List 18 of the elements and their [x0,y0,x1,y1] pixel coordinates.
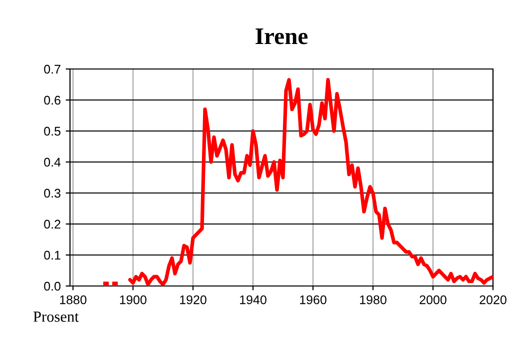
x-tick-label: 2000 [420,295,446,304]
y-axis-title: Prosent [33,312,79,322]
chart-title: Irene [256,28,308,44]
y-tick-label: 0.0 [44,282,60,291]
y-tick-label: 0.4 [44,158,61,167]
x-tick-label: 2020 [480,295,506,304]
y-tick-label: 0.7 [44,64,60,74]
y-tick-label: 0.6 [44,96,60,105]
x-tick-label: 1960 [300,295,326,304]
x-tick-label: 1940 [240,295,266,304]
x-tick-label: 1900 [120,295,146,304]
y-tick-label: 0.1 [44,250,60,260]
x-tick-label: 1880 [60,295,86,304]
x-tick-label: 1980 [360,295,386,304]
y-tick-label: 0.2 [44,220,60,229]
x-tick-label: 1920 [180,295,206,304]
y-tick-label: 0.5 [44,126,60,136]
y-tick-label: 0.3 [44,188,60,198]
